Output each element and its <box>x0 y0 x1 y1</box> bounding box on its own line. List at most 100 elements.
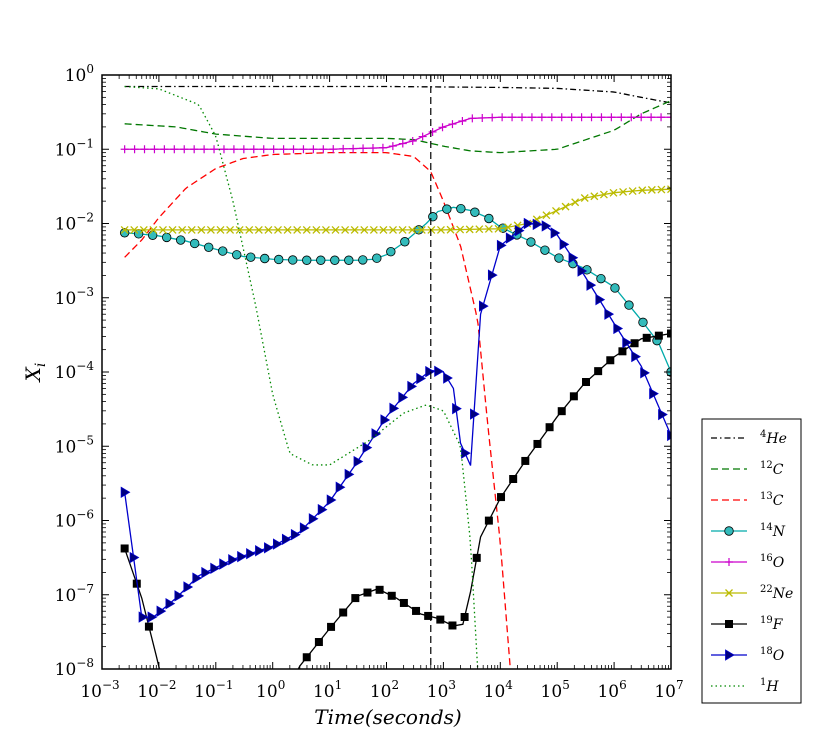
marker-18O-49 <box>559 238 570 251</box>
marker-19F-10 <box>242 681 250 689</box>
marker-18O-10 <box>210 562 220 575</box>
marker-18O-17 <box>273 538 283 550</box>
marker-16O-18 <box>299 145 308 154</box>
x-tick-label: 103 <box>427 678 456 702</box>
marker-16O-34 <box>458 116 467 125</box>
marker-22Ne-40 <box>504 223 513 232</box>
marker-16O-48 <box>597 113 606 122</box>
y-tick-label: 10−7 <box>55 582 94 606</box>
marker-16O-50 <box>617 113 626 122</box>
marker-16O-32 <box>438 123 447 132</box>
marker-22Ne-19 <box>302 225 311 234</box>
marker-22Ne-31 <box>417 225 426 234</box>
marker-19F-32 <box>509 475 518 484</box>
marker-16O-19 <box>309 145 318 154</box>
y-axis-title-main: X <box>21 366 45 383</box>
marker-14N-26 <box>484 213 494 224</box>
marker-22Ne-44 <box>542 211 551 220</box>
marker-14N-25 <box>470 207 480 217</box>
marker-18O-60 <box>658 408 668 421</box>
marker-18O-14 <box>246 548 256 560</box>
marker-22Ne-18 <box>293 225 302 234</box>
marker-19F-36 <box>557 407 566 416</box>
y-tick-label: 100 <box>65 62 94 86</box>
marker-16O-16 <box>279 145 288 154</box>
x-tick-label: 106 <box>597 678 626 702</box>
marker-19F-40 <box>606 356 615 365</box>
marker-22Ne-46 <box>561 202 570 211</box>
marker-18O-9 <box>201 566 212 579</box>
marker-18O-20 <box>299 522 310 534</box>
marker-16O-17 <box>289 145 298 154</box>
marker-18O-8 <box>192 572 203 584</box>
marker-14N-18 <box>372 253 382 263</box>
marker-16O-45 <box>567 113 576 122</box>
legend: 4He 12C 13C 14N 16O 22Ne 19F 18O 1H <box>701 418 802 704</box>
marker-16O-26 <box>378 143 387 152</box>
marker-14N-19 <box>386 246 396 257</box>
marker-16O-43 <box>547 113 556 122</box>
y-axis-title-sub: i <box>33 363 49 367</box>
marker-18O-39 <box>470 408 480 420</box>
x-tick-label: 10−3 <box>80 678 119 702</box>
x-tick-label: 107 <box>654 678 683 702</box>
marker-16O-40 <box>517 113 526 122</box>
marker-18O-6 <box>174 590 185 602</box>
marker-19F-44 <box>654 331 663 340</box>
marker-18O-23 <box>326 494 337 506</box>
marker-16O-2 <box>140 145 149 154</box>
marker-18O-11 <box>219 558 229 570</box>
marker-18O-32 <box>407 380 418 393</box>
legend-marker-18O <box>725 649 735 661</box>
marker-18O-1 <box>129 551 140 564</box>
marker-22Ne-13 <box>245 225 254 234</box>
marker-19F-22 <box>387 591 396 600</box>
x-tick-label: 10−2 <box>137 678 176 702</box>
marker-22Ne-17 <box>283 225 292 234</box>
marker-22Ne-9 <box>206 225 215 234</box>
legend-entry-19F: 19F <box>711 615 784 633</box>
marker-16O-46 <box>577 113 586 122</box>
marker-14N-5 <box>189 238 200 249</box>
marker-16O-51 <box>627 113 636 122</box>
marker-14N-17 <box>358 255 368 265</box>
marker-16O-37 <box>488 113 497 122</box>
marker-19F-33 <box>521 456 530 465</box>
marker-18O-47 <box>541 220 552 232</box>
legend-label-16O: 16O <box>760 553 785 571</box>
marker-18O-7 <box>183 581 194 593</box>
x-tick-label: 101 <box>313 678 342 702</box>
marker-22Ne-56 <box>657 185 666 194</box>
marker-16O-29 <box>408 137 417 146</box>
marker-19F-34 <box>533 439 542 448</box>
marker-22Ne-52 <box>619 187 628 196</box>
marker-19F-18 <box>339 608 348 617</box>
marker-18O-33 <box>416 372 427 385</box>
marker-18O-43 <box>505 232 516 244</box>
series-19F <box>120 329 671 689</box>
marker-18O-30 <box>389 402 400 415</box>
marker-19F-41 <box>618 347 627 356</box>
marker-22Ne-0 <box>120 225 129 234</box>
y-tick-label: 10−5 <box>55 433 94 457</box>
marker-19F-26 <box>436 615 445 624</box>
legend-entry-14N: 14N <box>711 522 786 540</box>
marker-18O-26 <box>353 455 364 468</box>
legend-entry-13C: 13C <box>711 491 784 509</box>
marker-22Ne-15 <box>264 225 273 234</box>
marker-16O-39 <box>508 113 517 122</box>
legend-entry-12C: 12C <box>711 460 784 478</box>
marker-22Ne-29 <box>398 225 407 234</box>
marker-16O-12 <box>239 145 248 154</box>
marker-22Ne-28 <box>389 225 397 234</box>
legend-label-14N: 14N <box>760 522 786 540</box>
marker-19F-14 <box>291 672 299 680</box>
marker-22Ne-10 <box>216 225 225 234</box>
marker-16O-33 <box>448 120 457 129</box>
marker-22Ne-55 <box>647 185 656 194</box>
marker-19F-30 <box>484 516 493 525</box>
marker-14N-12 <box>288 255 298 265</box>
marker-19F-21 <box>375 585 384 594</box>
legend-entry-22Ne: 22Ne <box>711 584 793 602</box>
marker-14N-16 <box>344 255 354 265</box>
